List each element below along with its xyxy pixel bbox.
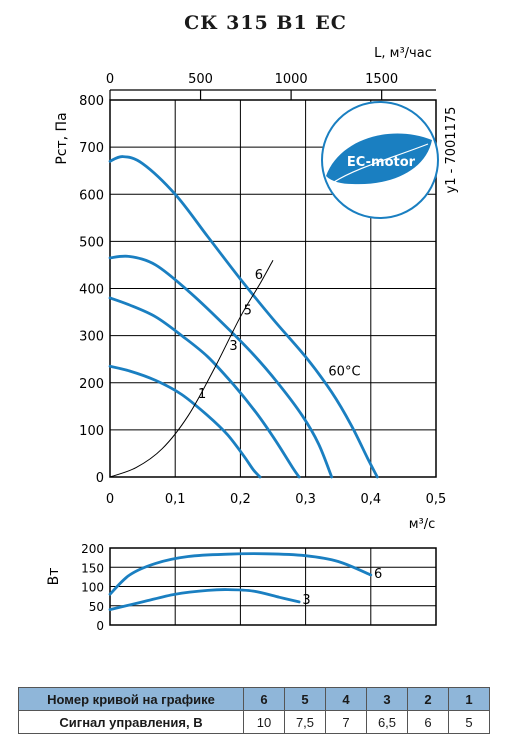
curve-label: 3 xyxy=(302,593,310,608)
table-signal-row: Сигнал управления, В 10 7,5 7 6,5 6 5 xyxy=(18,710,490,734)
y-tick-label: 100 xyxy=(81,581,104,595)
curve-number-cell: 3 xyxy=(366,687,408,711)
y-tick-label: 0 xyxy=(96,471,104,486)
x-tick-label: 0,4 xyxy=(360,492,381,507)
badge-label: EC-motor xyxy=(347,155,416,170)
y-tick-label: 800 xyxy=(79,94,104,109)
curve-label: 5 xyxy=(244,303,252,318)
signal-value-cell: 6 xyxy=(407,710,449,734)
top-tick-label: 1500 xyxy=(365,72,398,87)
y-tick-label: 300 xyxy=(79,330,104,345)
top-tick-label: 1000 xyxy=(275,72,308,87)
plot-frame xyxy=(109,547,437,626)
curve-label: 6 xyxy=(255,268,263,283)
y-tick-label: 150 xyxy=(81,561,104,575)
leaf-icon xyxy=(326,133,432,185)
series-curve-6 xyxy=(108,552,373,596)
y-tick-label: 700 xyxy=(79,141,104,156)
y-tick-label: 600 xyxy=(79,188,104,203)
series-curve-6 xyxy=(108,155,379,479)
x-tick-label: 0,1 xyxy=(165,492,186,507)
series-curve-3 xyxy=(108,296,301,479)
signal-value-cell: 7,5 xyxy=(284,710,326,734)
temperature-annotation: 60°C xyxy=(328,365,360,380)
series-curve-1 xyxy=(108,364,262,479)
x-tick-label: 0,5 xyxy=(426,492,447,507)
curve-number-cell: 6 xyxy=(243,687,285,711)
curve-number-cell: 2 xyxy=(407,687,449,711)
curve-label: 1 xyxy=(198,387,206,402)
y-axis-label: Вт xyxy=(46,568,62,586)
system-curve xyxy=(109,259,274,478)
table-header-row: Номер кривой на графике 6 5 4 3 2 1 xyxy=(18,687,490,711)
y-tick-label: 200 xyxy=(81,542,104,556)
signal-value-cell: 6,5 xyxy=(366,710,408,734)
leaf-vein-icon xyxy=(333,143,429,183)
y-tick-label: 100 xyxy=(79,424,104,439)
y-tick-label: 500 xyxy=(79,235,104,250)
curve-number-cell: 1 xyxy=(448,687,490,711)
table-row-label: Сигнал управления, В xyxy=(18,710,244,734)
curve-label: 3 xyxy=(229,339,237,354)
signal-value-cell: 10 xyxy=(243,710,285,734)
curve-number-cell: 5 xyxy=(284,687,326,711)
series-curve-3 xyxy=(108,588,301,611)
plot-frame xyxy=(109,99,437,478)
y-tick-label: 200 xyxy=(79,377,104,392)
chart-title: СК 315 В1 ЕС xyxy=(184,12,347,34)
y-axis-label: Рст, Па xyxy=(54,112,70,164)
x-tick-label: 0 xyxy=(106,492,114,507)
curve-label: 6 xyxy=(374,567,382,582)
top-tick-label: 500 xyxy=(188,72,213,87)
signal-value-cell: 5 xyxy=(448,710,490,734)
document-code: y1 - 7001175 xyxy=(444,107,459,194)
x-tick-label: 0,2 xyxy=(230,492,251,507)
x-tick-label: 0,3 xyxy=(295,492,316,507)
top-axis-label: L, м³/час xyxy=(374,46,432,61)
series-curve-5 xyxy=(108,254,334,479)
top-tick-label: 0 xyxy=(106,72,114,87)
y-tick-label: 0 xyxy=(96,619,104,633)
x-axis-label: м³/с xyxy=(409,517,436,532)
curve-number-cell: 4 xyxy=(325,687,367,711)
y-tick-label: 400 xyxy=(79,283,104,298)
y-tick-label: 50 xyxy=(89,600,104,614)
control-signal-table: Номер кривой на графике 6 5 4 3 2 1 Сигн… xyxy=(18,687,490,734)
signal-value-cell: 7 xyxy=(325,710,367,734)
table-header-label: Номер кривой на графике xyxy=(18,687,244,711)
